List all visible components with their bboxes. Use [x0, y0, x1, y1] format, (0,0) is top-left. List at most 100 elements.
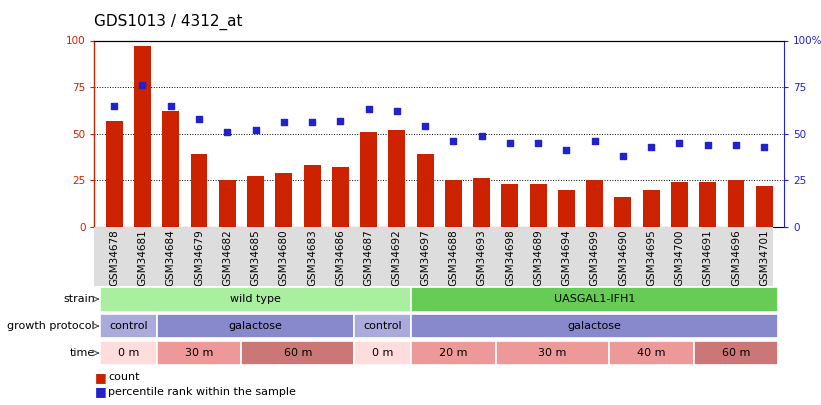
FancyBboxPatch shape — [100, 287, 411, 311]
Text: 0 m: 0 m — [372, 348, 393, 358]
Point — [192, 115, 205, 122]
Bar — [756, 186, 773, 227]
Point — [334, 117, 347, 124]
Bar — [163, 111, 179, 227]
Bar — [699, 182, 716, 227]
Text: strain: strain — [63, 294, 95, 304]
Text: GSM34700: GSM34700 — [675, 230, 685, 286]
Bar — [586, 180, 603, 227]
Text: GSM34699: GSM34699 — [589, 230, 599, 286]
Text: GSM34684: GSM34684 — [166, 230, 176, 286]
Bar — [332, 167, 349, 227]
Point — [560, 147, 573, 153]
Bar — [218, 180, 236, 227]
Text: 60 m: 60 m — [284, 348, 312, 358]
Bar — [304, 165, 320, 227]
Text: 40 m: 40 m — [637, 348, 666, 358]
Point — [503, 140, 516, 146]
Point — [164, 102, 177, 109]
Point — [108, 102, 121, 109]
FancyBboxPatch shape — [355, 341, 411, 365]
Bar — [106, 121, 122, 227]
Point — [362, 106, 375, 113]
Text: count: count — [108, 373, 140, 382]
Text: 30 m: 30 m — [538, 348, 566, 358]
Bar — [473, 178, 490, 227]
Text: GSM34695: GSM34695 — [646, 230, 656, 286]
FancyBboxPatch shape — [157, 341, 241, 365]
FancyBboxPatch shape — [94, 227, 773, 286]
Text: control: control — [364, 321, 402, 331]
Text: GSM34679: GSM34679 — [194, 230, 204, 286]
Text: GSM34688: GSM34688 — [448, 230, 458, 286]
Text: time: time — [70, 348, 95, 358]
FancyBboxPatch shape — [411, 341, 496, 365]
Text: GSM34685: GSM34685 — [250, 230, 260, 286]
FancyBboxPatch shape — [411, 314, 778, 339]
Bar — [727, 180, 745, 227]
Bar — [388, 130, 406, 227]
Text: 60 m: 60 m — [722, 348, 750, 358]
Point — [617, 153, 630, 159]
Text: GSM34696: GSM34696 — [731, 230, 741, 286]
Point — [701, 142, 714, 148]
FancyBboxPatch shape — [609, 341, 694, 365]
Text: GSM34701: GSM34701 — [759, 230, 769, 286]
Bar — [530, 184, 547, 227]
Text: galactose: galactose — [568, 321, 621, 331]
Text: galactose: galactose — [228, 321, 282, 331]
Point — [447, 138, 460, 144]
Text: wild type: wild type — [230, 294, 281, 304]
FancyBboxPatch shape — [157, 314, 355, 339]
Bar — [360, 132, 377, 227]
Bar — [416, 154, 433, 227]
Bar — [247, 177, 264, 227]
Text: GSM34683: GSM34683 — [307, 230, 317, 286]
Point — [531, 140, 544, 146]
Text: 0 m: 0 m — [117, 348, 139, 358]
Text: GSM34693: GSM34693 — [477, 230, 487, 286]
Text: control: control — [109, 321, 148, 331]
Bar — [190, 154, 208, 227]
Text: GSM34694: GSM34694 — [562, 230, 571, 286]
Bar — [614, 197, 631, 227]
Text: GSM34697: GSM34697 — [420, 230, 430, 286]
Text: GSM34686: GSM34686 — [335, 230, 346, 286]
FancyBboxPatch shape — [694, 341, 778, 365]
Text: GSM34680: GSM34680 — [279, 230, 289, 286]
Point — [305, 119, 319, 126]
Point — [673, 140, 686, 146]
Text: 30 m: 30 m — [185, 348, 213, 358]
Text: GSM34678: GSM34678 — [109, 230, 119, 286]
Text: percentile rank within the sample: percentile rank within the sample — [108, 387, 296, 396]
Point — [758, 143, 771, 150]
Point — [644, 143, 658, 150]
Bar — [275, 173, 292, 227]
Point — [221, 128, 234, 135]
Bar — [445, 180, 462, 227]
FancyBboxPatch shape — [496, 341, 609, 365]
Text: GSM34681: GSM34681 — [137, 230, 148, 286]
FancyBboxPatch shape — [411, 287, 778, 311]
Point — [419, 123, 432, 130]
Text: growth protocol: growth protocol — [7, 321, 95, 331]
Text: GSM34682: GSM34682 — [222, 230, 232, 286]
Text: GSM34687: GSM34687 — [364, 230, 374, 286]
Text: ■: ■ — [94, 385, 106, 398]
Point — [390, 108, 403, 115]
Point — [136, 82, 149, 88]
Text: GSM34689: GSM34689 — [533, 230, 544, 286]
Text: GSM34690: GSM34690 — [618, 230, 628, 286]
Text: ■: ■ — [94, 371, 106, 384]
Bar — [558, 190, 575, 227]
Text: 20 m: 20 m — [439, 348, 468, 358]
FancyBboxPatch shape — [100, 314, 157, 339]
Point — [729, 142, 742, 148]
Text: GSM34698: GSM34698 — [505, 230, 515, 286]
Bar — [643, 190, 660, 227]
Bar — [502, 184, 518, 227]
FancyBboxPatch shape — [355, 314, 411, 339]
Text: GDS1013 / 4312_at: GDS1013 / 4312_at — [94, 14, 243, 30]
FancyBboxPatch shape — [241, 341, 355, 365]
Point — [588, 138, 601, 144]
